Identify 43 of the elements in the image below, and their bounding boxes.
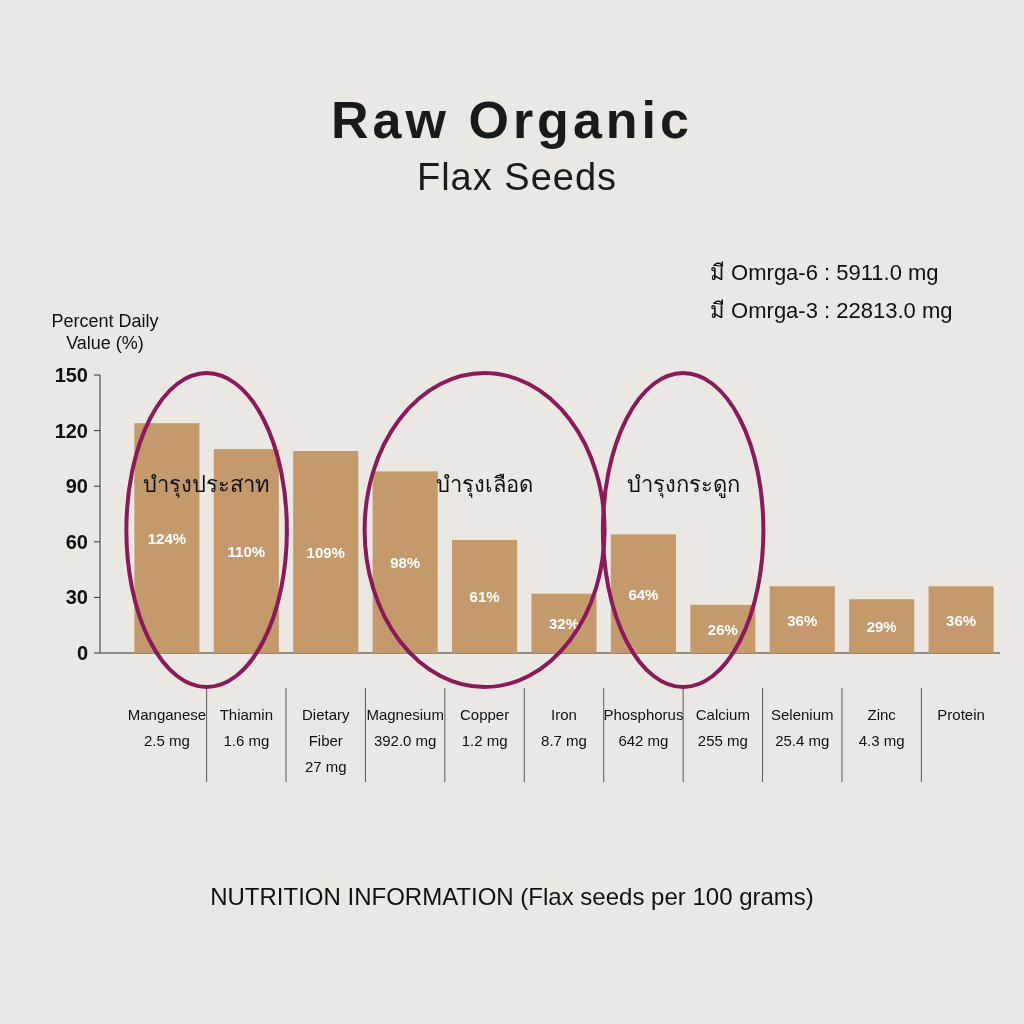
data-label: 36%: [946, 611, 977, 629]
data-label: 124%: [147, 530, 187, 548]
x-tick-label: Calcium 255 mg: [695, 706, 750, 749]
x-tick-label: Protein: [937, 706, 985, 723]
x-tick-label: Zinc 4.3 mg: [858, 706, 905, 749]
bar: [928, 586, 994, 653]
text: มี Omrga-3 : 22813.0 mg: [710, 298, 953, 323]
x-tick-label: Iron 8.7 mg: [541, 706, 587, 749]
text: NUTRITION INFORMATION (Flax seeds per 100 grams): [210, 883, 814, 910]
bar: [293, 450, 359, 653]
data-label: 98%: [390, 554, 421, 572]
x-tick-label: Manganese 2.5 mg: [127, 706, 207, 749]
x-tick-label: Selenium 25.4 mg: [770, 706, 834, 749]
text: มี Omrga-6 : 5911.0 mg: [710, 260, 939, 285]
data-label: 36%: [787, 611, 818, 629]
data-label: 110%: [227, 543, 266, 561]
chart-title: Raw Organic: [331, 91, 693, 149]
y-tick-label: 60: [65, 530, 88, 553]
y-tick-label: 0: [76, 642, 88, 664]
y-tick-label: 90: [65, 475, 88, 498]
annotation: บำรุงเลือด: [436, 472, 534, 498]
bar: [452, 539, 518, 653]
y-tick-label: 150: [54, 364, 88, 386]
bar: [610, 534, 676, 653]
chart-subtitle: Flax Seeds: [416, 156, 618, 198]
annotation: บำรุงกระดูก: [626, 472, 740, 498]
bar: [769, 586, 835, 653]
x-tick-label: Dietary Fiber 27 mg: [301, 706, 350, 775]
y-tick-label: 120: [54, 419, 88, 442]
y-axis-title: Percent Daily Value (%): [51, 311, 159, 353]
data-label: 61%: [469, 588, 500, 606]
x-tick-label: Copper 1.2 mg: [459, 706, 510, 749]
x-tick-label: Thiamin 1.6 mg: [219, 706, 274, 749]
data-label: 32%: [548, 615, 580, 633]
bar: [372, 471, 438, 653]
data-label: 64%: [628, 585, 659, 603]
data-label: 109%: [306, 543, 345, 561]
data-label: 26%: [707, 620, 738, 638]
x-tick-label: Magnesium 392.0 mg: [366, 706, 444, 749]
y-tick-label: 30: [65, 586, 88, 609]
data-label: 29%: [866, 618, 897, 636]
x-tick-label: Phosphorus 642 mg: [603, 706, 684, 749]
bar: [849, 599, 915, 653]
